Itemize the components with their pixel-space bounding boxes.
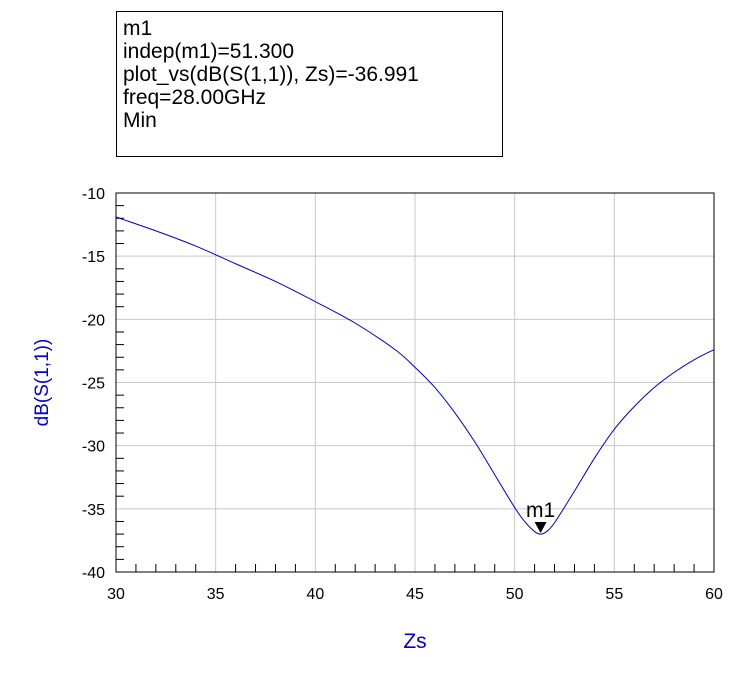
minor-ticks xyxy=(116,205,695,572)
x-tick-label: 40 xyxy=(306,586,324,603)
marker-plot-value: plot_vs(dB(S(1,1)), Zs)=-36.991 xyxy=(123,63,419,86)
series-line-s11 xyxy=(115,216,715,535)
marker-readout-box: m1 indep(m1)=51.300 plot_vs(dB(S(1,1)), … xyxy=(116,11,503,157)
markers: m1 xyxy=(526,499,555,533)
y-tick-label: -30 xyxy=(82,439,105,456)
x-tick-label: 50 xyxy=(506,586,524,603)
marker-name: m1 xyxy=(123,17,153,40)
x-tick-label: 45 xyxy=(406,586,424,603)
y-tick-label: -15 xyxy=(82,249,105,266)
y-tick-label: -35 xyxy=(82,502,105,519)
x-axis-label: Zs xyxy=(403,630,426,653)
marker-triangle[interactable] xyxy=(534,521,547,533)
x-tick-label: 55 xyxy=(605,586,623,603)
tick-labels: 30 35 40 45 50 55 60 -10 -15 -20 -25 -30 -35 -40 xyxy=(82,186,723,603)
y-tick-label: -10 xyxy=(82,186,105,203)
plot-frame xyxy=(115,192,715,573)
marker-label: m1 xyxy=(526,499,555,522)
x-tick-label: 35 xyxy=(207,586,225,603)
y-axis-label: dB(S(1,1)) xyxy=(32,339,53,427)
y-tick-label: -40 xyxy=(82,565,105,582)
x-tick-label: 30 xyxy=(107,586,125,603)
marker-indep-value: indep(m1)=51.300 xyxy=(123,40,295,63)
marker-freq: freq=28.00GHz xyxy=(123,86,267,109)
marker-mode: Min xyxy=(123,109,157,132)
y-tick-label: -20 xyxy=(82,312,105,329)
x-tick-label: 60 xyxy=(705,586,723,603)
y-tick-label: -25 xyxy=(82,376,105,393)
